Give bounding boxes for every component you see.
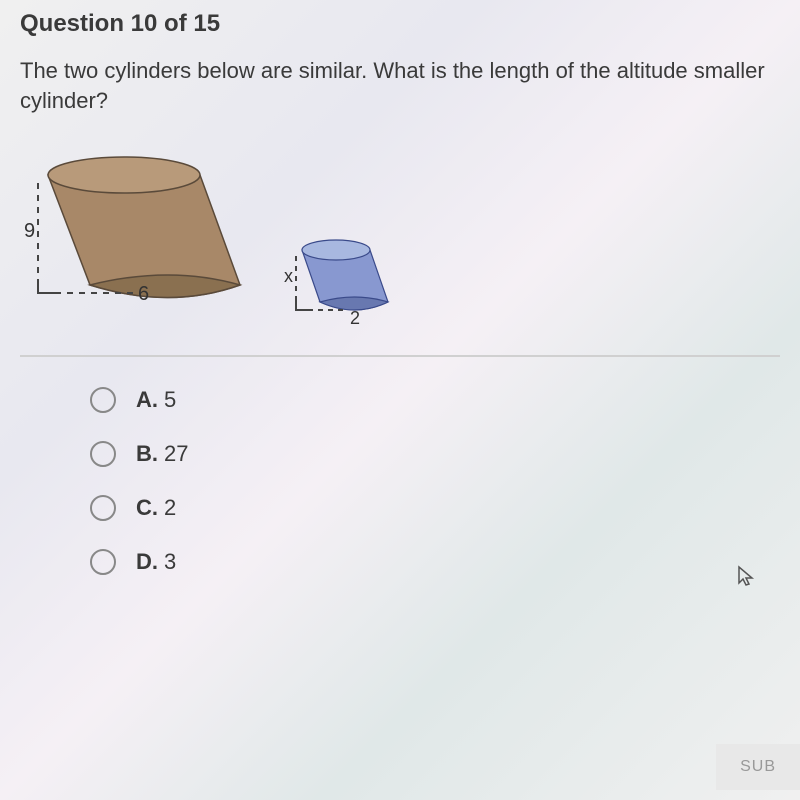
- radio-icon: [90, 549, 116, 575]
- large-cylinder: 9 6: [20, 145, 260, 325]
- option-c[interactable]: C.2: [90, 495, 780, 521]
- cursor-icon: [737, 565, 755, 593]
- answer-options: A.5 B.27 C.2 D.3: [20, 387, 780, 575]
- option-b[interactable]: B.27: [90, 441, 780, 467]
- divider: [20, 355, 780, 357]
- large-height-label: 9: [24, 220, 35, 242]
- option-a[interactable]: A.5: [90, 387, 780, 413]
- small-base-label: 2: [350, 308, 360, 328]
- small-cylinder: x 2: [270, 230, 410, 340]
- small-height-label: x: [284, 266, 293, 286]
- radio-icon: [90, 441, 116, 467]
- question-number: Question 10 of 15: [20, 10, 780, 38]
- large-base-label: 6: [138, 283, 149, 305]
- question-text: The two cylinders below are similar. Wha…: [20, 56, 780, 115]
- option-d[interactable]: D.3: [90, 549, 780, 575]
- diagram: 9 6 x 2: [20, 135, 780, 335]
- radio-icon: [90, 387, 116, 413]
- radio-icon: [90, 495, 116, 521]
- submit-button[interactable]: SUB: [716, 744, 800, 790]
